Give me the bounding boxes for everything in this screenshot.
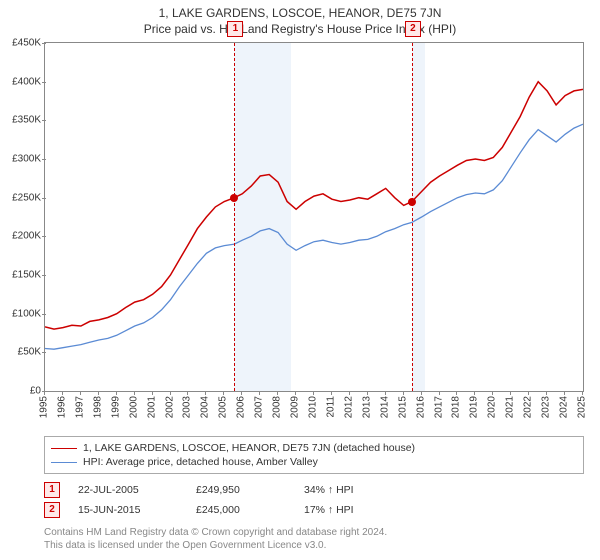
event-row: 1 22-JUL-2005 £249,950 34% ↑ HPI [44, 480, 584, 500]
legend-label: HPI: Average price, detached house, Ambe… [83, 456, 318, 468]
x-tick-label: 2005 [218, 396, 229, 418]
event-row: 2 15-JUN-2015 £245,000 17% ↑ HPI [44, 500, 584, 520]
x-tick-label: 2013 [361, 396, 372, 418]
title-address: 1, LAKE GARDENS, LOSCOE, HEANOR, DE75 7J… [0, 6, 600, 20]
x-tick-label: 2001 [146, 396, 157, 418]
legend-box: 1, LAKE GARDENS, LOSCOE, HEANOR, DE75 7J… [44, 436, 584, 474]
x-tick-label: 2000 [128, 396, 139, 418]
event-flag: 1 [227, 21, 243, 37]
sale-marker [408, 198, 416, 206]
series-subject [45, 82, 583, 329]
legend-line-icon [51, 462, 77, 463]
x-tick-label: 2012 [343, 396, 354, 418]
x-tick-label: 1996 [56, 396, 67, 418]
x-tick-label: 2015 [397, 396, 408, 418]
series-hpi [45, 124, 583, 349]
x-tick-label: 2010 [308, 396, 319, 418]
x-tick-label: 2021 [505, 396, 516, 418]
y-tick-label: £450K [12, 38, 41, 49]
y-tick-label: £400K [12, 76, 41, 87]
x-tick-label: 2011 [325, 396, 336, 418]
x-tick-label: 2014 [379, 396, 390, 418]
event-vline [234, 43, 235, 391]
x-axis-labels: 1995199619971998199920002001200220032004… [44, 392, 584, 430]
chart-container: 1, LAKE GARDENS, LOSCOE, HEANOR, DE75 7J… [0, 0, 600, 552]
y-tick-label: £200K [12, 231, 41, 242]
x-tick-label: 2019 [469, 396, 480, 418]
x-tick-label: 2004 [200, 396, 211, 418]
x-tick-label: 1995 [39, 396, 50, 418]
x-tick-label: 2025 [577, 396, 588, 418]
x-tick-label: 1999 [110, 396, 121, 418]
x-tick-label: 2023 [541, 396, 552, 418]
x-tick-label: 2022 [523, 396, 534, 418]
x-tick-label: 1997 [74, 396, 85, 418]
event-price: £249,950 [196, 484, 286, 496]
footer-line: Contains HM Land Registry data © Crown c… [44, 526, 584, 539]
sale-marker [230, 194, 238, 202]
title-subtitle: Price paid vs. HM Land Registry's House … [0, 22, 600, 36]
event-price: £245,000 [196, 504, 286, 516]
x-tick-label: 1998 [92, 396, 103, 418]
x-tick-label: 2009 [290, 396, 301, 418]
x-tick-label: 2007 [254, 396, 265, 418]
x-tick-label: 2017 [433, 396, 444, 418]
event-flag-icon: 1 [44, 482, 60, 498]
footer: Contains HM Land Registry data © Crown c… [44, 526, 584, 552]
x-tick-label: 2018 [451, 396, 462, 418]
event-flag-icon: 2 [44, 502, 60, 518]
legend-row: HPI: Average price, detached house, Ambe… [51, 455, 577, 469]
x-tick-label: 2006 [236, 396, 247, 418]
x-tick-label: 2002 [164, 396, 175, 418]
x-tick-label: 2020 [487, 396, 498, 418]
y-tick-label: £350K [12, 115, 41, 126]
footer-line: This data is licensed under the Open Gov… [44, 539, 584, 552]
y-tick-label: £300K [12, 154, 41, 165]
event-flag: 2 [405, 21, 421, 37]
event-delta: 17% ↑ HPI [304, 504, 354, 516]
events-table: 1 22-JUL-2005 £249,950 34% ↑ HPI 2 15-JU… [44, 480, 584, 520]
legend-row: 1, LAKE GARDENS, LOSCOE, HEANOR, DE75 7J… [51, 441, 577, 455]
y-tick-label: £50K [18, 347, 41, 358]
event-delta: 34% ↑ HPI [304, 484, 354, 496]
legend-line-icon [51, 448, 77, 449]
y-tick-label: £150K [12, 270, 41, 281]
y-tick-label: £250K [12, 192, 41, 203]
event-vline [412, 43, 413, 391]
y-tick-label: £100K [12, 308, 41, 319]
x-tick-label: 2016 [415, 396, 426, 418]
plot-area: £0£50K£100K£150K£200K£250K£300K£350K£400… [44, 42, 584, 392]
y-tick-label: £0 [30, 386, 41, 397]
legend-label: 1, LAKE GARDENS, LOSCOE, HEANOR, DE75 7J… [83, 442, 415, 454]
x-tick-label: 2024 [559, 396, 570, 418]
x-tick-label: 2003 [182, 396, 193, 418]
event-date: 22-JUL-2005 [78, 484, 178, 496]
plot-svg [45, 43, 583, 391]
event-date: 15-JUN-2015 [78, 504, 178, 516]
x-tick-label: 2008 [272, 396, 283, 418]
titles: 1, LAKE GARDENS, LOSCOE, HEANOR, DE75 7J… [0, 0, 600, 36]
